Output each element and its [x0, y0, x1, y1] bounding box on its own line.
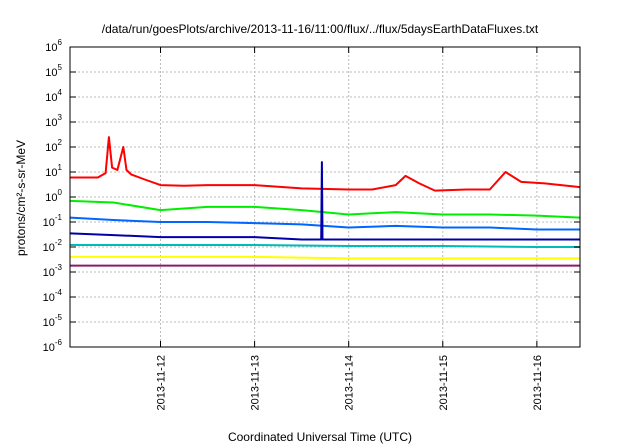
x-tick-label: 2013-11-12 [155, 355, 167, 410]
y-tick-label: 10-5 [43, 313, 63, 329]
series-line-5 [70, 244, 580, 248]
x-ticks: 2013-11-12 2013-11-13 2013-11-14 2013-11-15… [155, 47, 544, 410]
series-line-4 [70, 161, 580, 241]
x-tick-label: 2013-11-14 [344, 355, 356, 410]
x-tick-label: 2013-11-16 [532, 355, 544, 410]
series-group [70, 136, 581, 267]
y-tick-label: 102 [45, 138, 62, 154]
series-line-1 [70, 136, 581, 192]
series-line-6 [70, 255, 580, 260]
series-line-3 [70, 216, 580, 231]
chart-title: /data/run/goesPlots/archive/2013-11-16/1… [101, 22, 539, 36]
grid-lines [70, 47, 580, 347]
y-tick-label: 10-6 [43, 338, 63, 354]
y-tick-label: 104 [45, 88, 62, 104]
y-tick-label: 101 [45, 163, 62, 179]
y-tick-label: 106 [45, 38, 62, 54]
y-tick-label: 10-1 [43, 213, 63, 229]
y-tick-label: 105 [45, 63, 62, 79]
series-line-2 [70, 199, 581, 219]
y-tick-label: 100 [45, 188, 62, 204]
y-ticks: 10-6 10-5 10-4 10-3 10-2 10-1 100 101 102 103 104 1… [43, 38, 580, 354]
y-tick-label: 10-2 [43, 238, 63, 254]
y-tick-label: 10-4 [43, 288, 63, 304]
y-tick-label: 103 [45, 113, 62, 129]
x-tick-label: 2013-11-15 [438, 355, 450, 410]
x-tick-label: 2013-11-13 [250, 355, 262, 410]
x-axis-label: Coordinated Universal Time (UTC) [227, 430, 413, 444]
y-tick-label: 10-3 [43, 263, 63, 279]
